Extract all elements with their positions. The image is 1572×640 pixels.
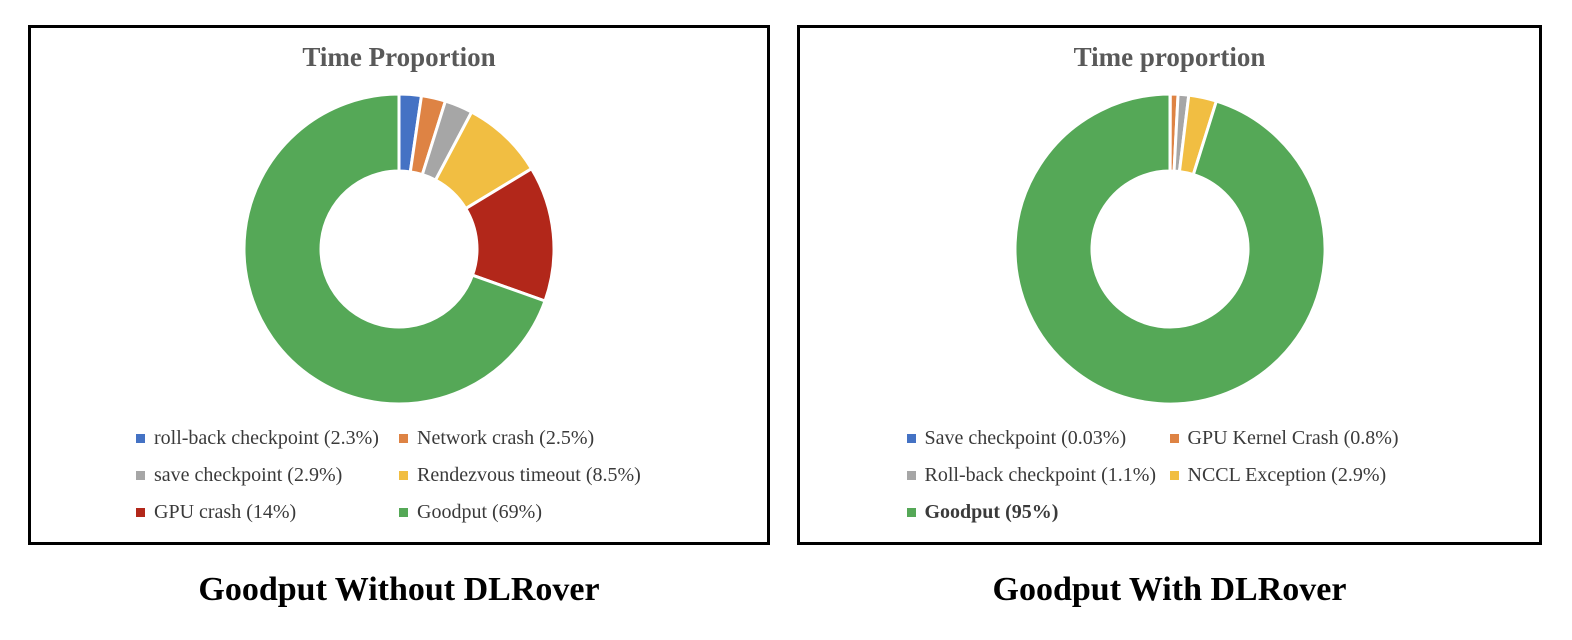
legend-item: Network crash (2.5%) bbox=[399, 426, 662, 450]
legend-marker bbox=[136, 507, 145, 517]
legend-label: Goodput (95%) bbox=[924, 501, 1059, 524]
legend-item: roll-back checkpoint (2.3%) bbox=[136, 426, 399, 450]
chart-title: Time proportion bbox=[1073, 42, 1266, 72]
legend-label: Roll-back checkpoint (1.1%) bbox=[924, 464, 1157, 487]
legend-label: roll-back checkpoint (2.3%) bbox=[154, 427, 379, 450]
chart-legend: roll-back checkpoint (2.3%) Network crash… bbox=[136, 426, 662, 524]
pie-slice-goodput bbox=[242, 92, 547, 406]
legend-label: NCCL Exception (2.9%) bbox=[1187, 464, 1387, 487]
legend-item: Goodput (95%) bbox=[906, 500, 1170, 524]
legend-item: Goodput (69%) bbox=[399, 500, 662, 524]
legend-marker bbox=[399, 470, 408, 480]
legend-marker bbox=[1169, 433, 1179, 443]
legend-label: save checkpoint (2.9%) bbox=[154, 464, 343, 487]
chart-legend: Save checkpoint (0.03%) GPU Kernel Crash … bbox=[906, 426, 1433, 524]
legend-marker bbox=[906, 433, 916, 443]
legend-item: Rendezvous timeout (8.5%) bbox=[399, 463, 662, 487]
legend-marker bbox=[399, 507, 408, 517]
legend-marker bbox=[136, 433, 145, 443]
legend-label: GPU Kernel Crash (0.8%) bbox=[1187, 427, 1399, 450]
legend-item: Roll-back checkpoint (1.1%) bbox=[906, 463, 1170, 487]
chart-panel-with-dlrover: Time proportion Save checkpoint (0.03%) G… bbox=[797, 25, 1542, 545]
legend-marker bbox=[906, 470, 916, 480]
legend-item: Save checkpoint (0.03%) bbox=[906, 426, 1170, 450]
legend-label: Rendezvous timeout (8.5%) bbox=[417, 464, 641, 487]
chart-caption: Goodput Without DLRover bbox=[198, 571, 600, 608]
donut-chart bbox=[1013, 92, 1326, 406]
legend-item: GPU Kernel Crash (0.8%) bbox=[1169, 426, 1433, 450]
legend-marker bbox=[1169, 470, 1179, 480]
legend-label: Goodput (69%) bbox=[417, 501, 542, 524]
legend-marker bbox=[906, 507, 916, 517]
chart-title: Time Proportion bbox=[302, 42, 496, 72]
legend-label: Save checkpoint (0.03%) bbox=[924, 427, 1127, 450]
donut-chart bbox=[242, 92, 556, 406]
legend-item: NCCL Exception (2.9%) bbox=[1169, 463, 1433, 487]
legend-marker bbox=[399, 433, 408, 443]
legend-marker bbox=[136, 470, 145, 480]
legend-label: Network crash (2.5%) bbox=[417, 427, 595, 450]
legend-label: GPU crash (14%) bbox=[154, 501, 297, 524]
pie-slice-goodput bbox=[1013, 92, 1326, 406]
chart-caption: Goodput With DLRover bbox=[992, 571, 1347, 608]
legend-item: GPU crash (14%) bbox=[136, 500, 399, 524]
chart-panel-without-dlrover: Time Proportion roll-back checkpoint (2.… bbox=[28, 25, 770, 545]
legend-item: save checkpoint (2.9%) bbox=[136, 463, 399, 487]
